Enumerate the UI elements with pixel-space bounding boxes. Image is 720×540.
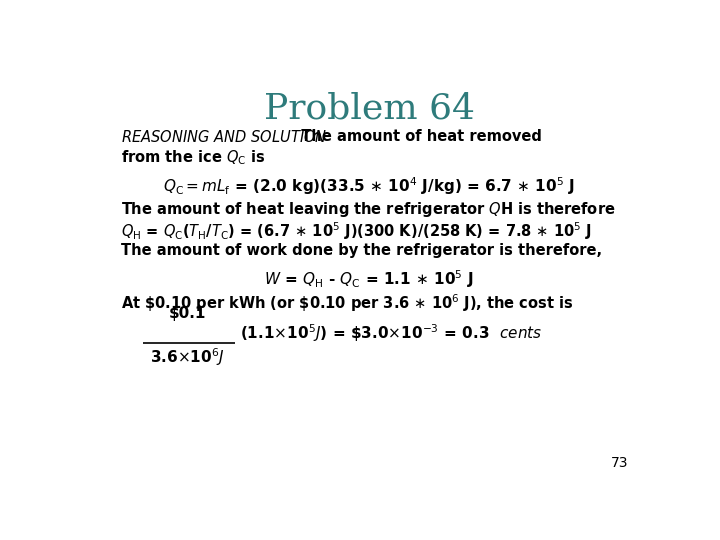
Text: $\mathit{REASONING\ AND\ SOLUTION}$: $\mathit{REASONING\ AND\ SOLUTION}$ — [121, 129, 327, 145]
Text: from the ice $Q_\mathrm{C}$ is: from the ice $Q_\mathrm{C}$ is — [121, 148, 265, 167]
Text: The amount of work done by the refrigerator is therefore,: The amount of work done by the refrigera… — [121, 243, 602, 258]
Text: The amount of heat removed: The amount of heat removed — [291, 129, 541, 144]
Text: 3.6$\times$10$^6$$J$: 3.6$\times$10$^6$$J$ — [150, 346, 225, 368]
Text: $Q_\mathrm{C} = mL_\mathrm{f}$ = (2.0 kg)(33.5 $\ast$ 10$^4$ J/kg) = 6.7 $\ast$ : $Q_\mathrm{C} = mL_\mathrm{f}$ = (2.0 kg… — [163, 175, 575, 197]
Text: Problem 64: Problem 64 — [264, 92, 474, 126]
Text: $Q_\mathrm{H}$ = $Q_\mathrm{C}$($T_\mathrm{H}$/$T_\mathrm{C}$) = (6.7 $\ast$ 10$: $Q_\mathrm{H}$ = $Q_\mathrm{C}$($T_\math… — [121, 221, 592, 242]
Text: The amount of heat leaving the refrigerator $\mathit{Q}$H is therefore: The amount of heat leaving the refrigera… — [121, 200, 615, 219]
Text: $W$ = $Q_\mathrm{H}$ - $Q_\mathrm{C}$ = 1.1 $\ast$ 10$^5$ J: $W$ = $Q_\mathrm{H}$ - $Q_\mathrm{C}$ = … — [264, 268, 474, 290]
Text: \$0.1: \$0.1 — [169, 306, 207, 321]
Text: 73: 73 — [611, 456, 629, 470]
Text: (1.1$\times$10$^5$$J$) = \$3.0$\times$10$^{-3}$ = 0.3  $\mathit{cents}$: (1.1$\times$10$^5$$J$) = \$3.0$\times$10… — [240, 322, 542, 344]
Text: At \$0.10 per kWh (or \$0.10 per 3.6 $\ast$ 10$^6$ J), the cost is: At \$0.10 per kWh (or \$0.10 per 3.6 $\a… — [121, 292, 573, 314]
